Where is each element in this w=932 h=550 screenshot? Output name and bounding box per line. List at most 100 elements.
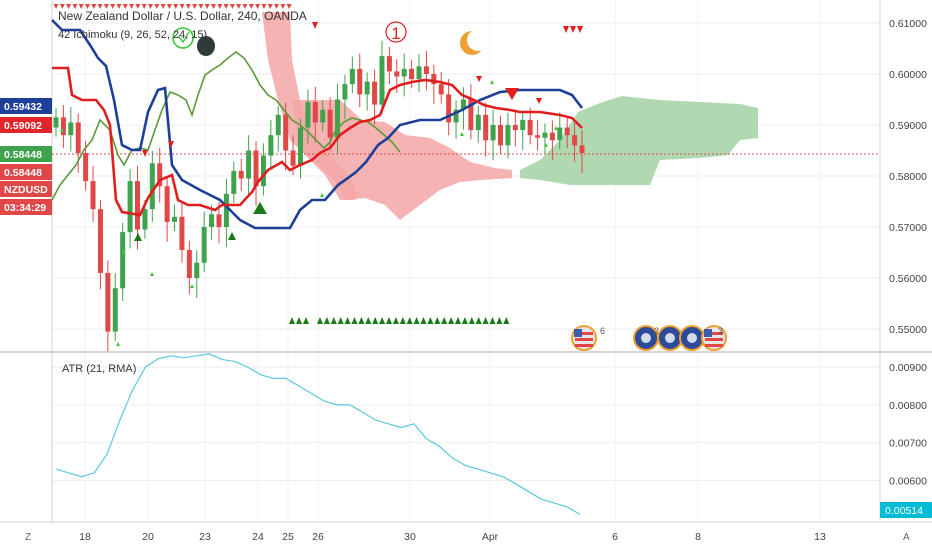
candle-body xyxy=(416,66,422,80)
buy-signal-triangle xyxy=(496,317,503,324)
price-badge-text: 0.59432 xyxy=(4,101,42,113)
sell-signal-triangle xyxy=(173,4,179,9)
bottom-buy-triangles xyxy=(60,80,558,346)
atr-value-badge: 0.00514 xyxy=(880,502,932,518)
price-badge-text: 03:34:29 xyxy=(4,202,46,214)
sell-signal-triangle xyxy=(168,141,174,148)
us-event-count: 6 xyxy=(600,326,605,336)
buy-signal-triangle xyxy=(441,317,448,324)
candle-body xyxy=(342,84,348,100)
buy-signal-triangle xyxy=(399,317,406,324)
sell-signal-triangle xyxy=(236,4,242,9)
buy-signal-small xyxy=(60,128,64,132)
price-badge xyxy=(0,199,52,215)
atr-panel xyxy=(55,353,581,515)
indicator-title: 42 Ichimoku (9, 26, 52, 24, 15) xyxy=(58,29,207,41)
candle-body xyxy=(460,99,466,110)
candle-body xyxy=(349,68,355,85)
buy-signal-large-triangle xyxy=(253,202,267,214)
zoom-button[interactable]: Z xyxy=(20,528,36,544)
candle-body xyxy=(394,71,400,77)
buy-signal-small xyxy=(150,272,154,276)
sell-signal-triangle xyxy=(211,4,216,9)
candle-body xyxy=(164,186,170,222)
atr-title: ATR (21, RMA) xyxy=(62,363,136,375)
candle-body xyxy=(468,99,474,131)
candle-body xyxy=(557,127,563,141)
buy-signal-triangle xyxy=(296,317,302,324)
sell-signal-triangle xyxy=(563,26,569,33)
cloud-bear-upper xyxy=(262,12,358,200)
candle-body xyxy=(201,227,207,263)
candle-body xyxy=(231,170,237,194)
candle-body xyxy=(379,56,385,105)
price-tick-label: 0.61000 xyxy=(889,18,927,30)
candle-body xyxy=(60,117,66,136)
buy-signal-triangle xyxy=(323,317,330,324)
sell-signal-triangle xyxy=(570,26,576,33)
price-tick-label: 0.57000 xyxy=(889,222,927,234)
sell-signal-triangle xyxy=(280,4,286,9)
price-badge-text: 0.59092 xyxy=(4,120,42,132)
candle-body xyxy=(149,163,155,210)
price-badge-text: NZDUSD xyxy=(4,184,48,196)
time-tick-label: 23 xyxy=(199,531,211,543)
candle-body xyxy=(268,135,274,156)
time-tick-label: 18 xyxy=(79,531,91,543)
buy-signal-triangle xyxy=(413,317,420,324)
buy-signal-small xyxy=(544,143,548,147)
zoom-button-label: Z xyxy=(25,532,31,543)
candle-body xyxy=(483,114,489,141)
buy-signal-triangle xyxy=(337,317,344,324)
candle-body xyxy=(90,181,96,210)
sell-signal-triangle xyxy=(248,4,254,9)
candle-body xyxy=(386,56,392,72)
buy-signal-triangle xyxy=(489,317,496,324)
sell-signal-triangle xyxy=(198,4,204,9)
price-tick-label: 0.59000 xyxy=(889,120,927,132)
sell-signal-triangle xyxy=(223,4,229,9)
sell-signal-triangle xyxy=(185,4,191,9)
time-tick-label: 13 xyxy=(814,531,826,543)
candle-body xyxy=(505,124,511,146)
candle-body xyxy=(572,135,578,146)
buy-signal-triangle xyxy=(468,317,475,324)
circle-one-label: 1 xyxy=(391,24,400,43)
buy-signal-triangle xyxy=(461,317,468,324)
buy-signal-triangle xyxy=(455,317,461,324)
top-sell-triangles xyxy=(53,4,292,9)
sell-signal-triangle xyxy=(78,4,84,9)
candle-body xyxy=(83,153,89,182)
buy-signal-triangle xyxy=(475,317,482,324)
sell-signal-triangle xyxy=(217,4,223,9)
au-flag-icon xyxy=(657,325,683,351)
sell-signal-triangle xyxy=(261,4,267,9)
candle-body xyxy=(253,150,259,187)
sell-signal-triangle xyxy=(255,4,261,9)
time-tick-label: 8 xyxy=(695,531,701,543)
buy-signal-small xyxy=(320,193,324,197)
circle-one-marker: 1 xyxy=(385,21,407,43)
sell-signal-triangle xyxy=(142,150,148,157)
candle-body xyxy=(357,68,363,95)
buy-signal-triangle xyxy=(406,317,413,324)
kijun-sen xyxy=(51,19,584,230)
sell-signal-triangle xyxy=(229,4,235,9)
event-flags: 6 2 3 xyxy=(571,325,727,351)
price-badge-text: 0.58448 xyxy=(4,167,42,179)
sell-signal-triangle xyxy=(135,4,141,9)
sell-signal-triangle xyxy=(312,22,318,29)
ichimoku-lines xyxy=(51,19,584,230)
time-tick-label: 26 xyxy=(312,531,324,543)
sell-signal-triangle xyxy=(274,4,279,9)
candle-body xyxy=(105,272,111,332)
candle-body xyxy=(320,109,326,123)
price-tick-label: 0.58000 xyxy=(889,171,927,183)
atr-tick-label: 0.00900 xyxy=(889,362,927,374)
candle-body xyxy=(283,114,289,151)
auto-scale-button[interactable]: A xyxy=(898,528,914,544)
buy-signal-triangle xyxy=(344,317,351,324)
candle-body xyxy=(535,135,541,138)
buy-signal-triangle xyxy=(365,317,372,324)
